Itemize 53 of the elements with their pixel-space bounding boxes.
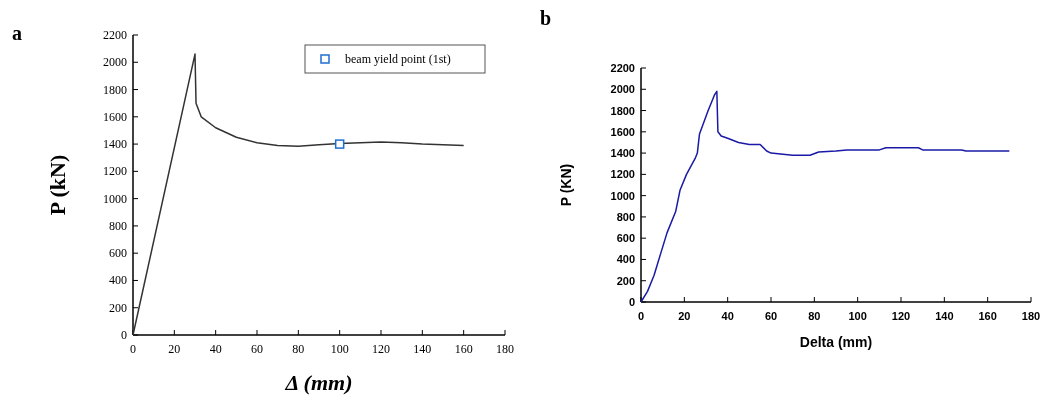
x-tick-label: 100 (848, 310, 867, 322)
x-tick-label: 80 (808, 310, 821, 322)
y-tick-label: 0 (628, 296, 635, 308)
x-tick-label: 180 (1021, 310, 1041, 322)
x-axis-title: Delta (mm) (799, 334, 873, 350)
y-tick-label: 1200 (610, 168, 635, 181)
x-tick-label: 160 (454, 342, 473, 356)
x-tick-label: 40 (209, 342, 222, 356)
x-tick-label: 60 (764, 310, 778, 322)
x-tick-label: 100 (330, 342, 349, 356)
y-tick-label: 600 (616, 232, 635, 245)
y-tick-label: 2000 (610, 83, 635, 96)
y-tick-label: 400 (109, 273, 127, 288)
x-tick-label: 140 (935, 310, 954, 322)
y-tick-label: 1600 (103, 109, 127, 124)
legend-label: beam yield point (1st) (345, 52, 451, 66)
y-tick-label: 1000 (103, 191, 127, 206)
y-tick-label: 200 (109, 300, 127, 315)
x-tick-label: 180 (496, 342, 514, 356)
x-tick-label: 160 (978, 310, 997, 322)
y-tick-label: 400 (616, 253, 635, 266)
y-tick-label: 1800 (103, 82, 127, 97)
y-tick-label: 2200 (610, 62, 635, 74)
x-tick-label: 60 (251, 342, 263, 356)
chart-title: a (12, 22, 22, 44)
y-tick-label: 1400 (103, 137, 127, 152)
x-tick-label: 0 (130, 342, 136, 356)
y-tick-label: 1400 (610, 147, 635, 160)
x-tick-label: 120 (372, 342, 390, 356)
x-tick-label: 120 (891, 310, 911, 322)
y-axis-title: P (kN) (45, 154, 70, 216)
y-tick-label: 1200 (103, 164, 127, 179)
y-tick-label: 0 (121, 328, 127, 342)
x-tick-label: 20 (678, 310, 691, 322)
y-tick-label: 800 (109, 218, 127, 233)
x-axis-title: Δ (mm) (284, 370, 353, 395)
y-tick-label: 1000 (610, 189, 635, 202)
x-tick-label: 20 (168, 342, 181, 356)
y-tick-label: 200 (616, 274, 635, 287)
x-tick-label: 0 (637, 310, 645, 322)
x-tick-label: 80 (292, 342, 305, 356)
chart-title: b (540, 7, 552, 29)
y-axis-title: P (KN) (558, 163, 574, 207)
y-tick-label: 1800 (610, 104, 635, 117)
y-tick-label: 2000 (103, 55, 127, 70)
x-tick-label: 40 (721, 310, 734, 322)
y-tick-label: 1600 (610, 125, 635, 138)
line-series (640, 90, 1011, 303)
y-tick-label: 800 (616, 210, 635, 223)
x-tick-label: 140 (413, 342, 432, 356)
line-series (132, 53, 465, 336)
y-tick-label: 2200 (103, 28, 127, 42)
y-tick-label: 600 (109, 246, 127, 261)
